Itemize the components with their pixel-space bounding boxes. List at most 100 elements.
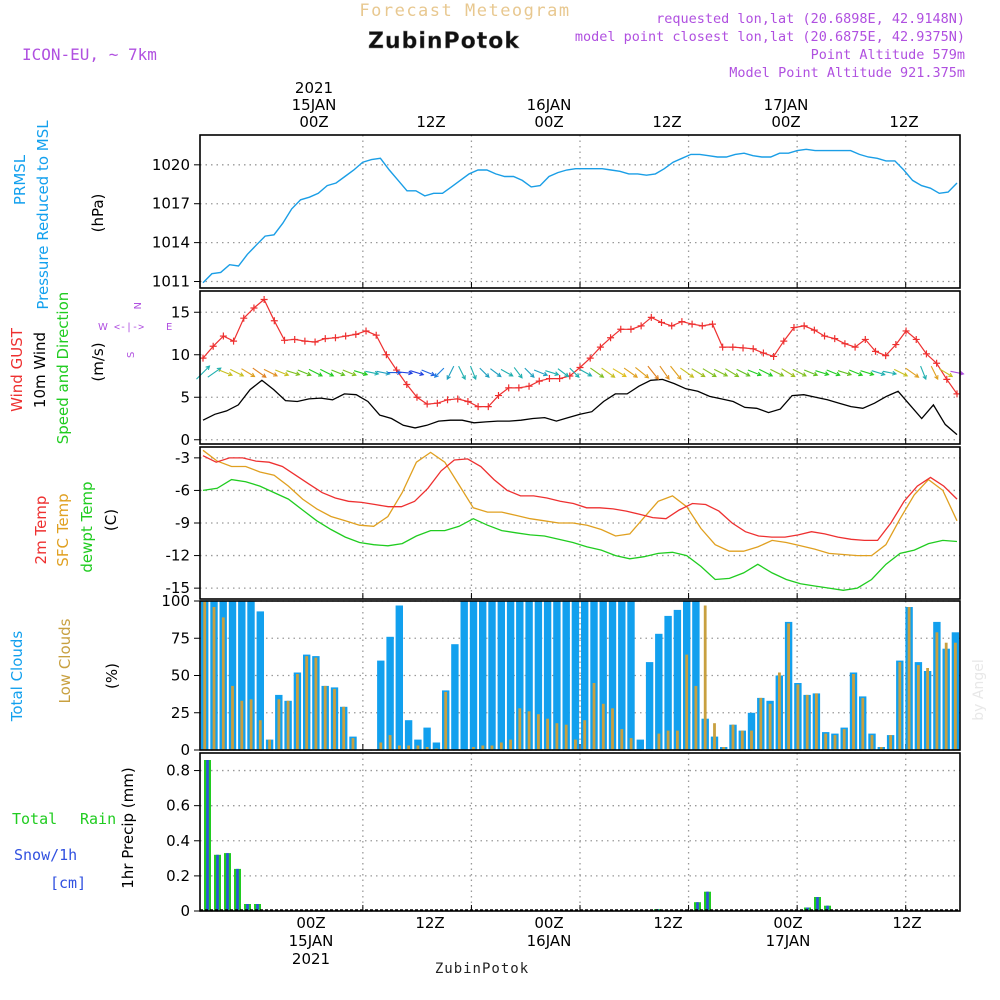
wind-direction-arrow (365, 370, 380, 376)
temp-unit: (C) (102, 509, 120, 531)
total-cloud-bar (673, 609, 682, 750)
wind-gust-marker (260, 296, 268, 303)
wind-gust-marker (851, 343, 859, 351)
wind-direction-arrow (758, 368, 774, 377)
wind-gust-marker (749, 345, 757, 353)
compass-west-label: W (98, 322, 108, 333)
wind-gust-marker (372, 331, 380, 339)
total-cloud-bar (497, 601, 505, 750)
precip-panel-border (199, 752, 961, 912)
compass-north-label: N (131, 302, 142, 309)
wind-direction-arrow (781, 368, 796, 378)
wind-direction-arrow (670, 365, 682, 380)
precip-unit: 1hr Precip (mm) (119, 767, 137, 888)
low-cloud-bar (509, 739, 512, 750)
wind-direction-arrow (446, 365, 455, 381)
low-cloud-bar (954, 642, 957, 750)
total-cloud-bar (506, 601, 515, 750)
low-cloud-bar (407, 745, 410, 750)
snow-bar (246, 904, 249, 911)
top-axis-date: 15JAN (292, 96, 337, 114)
compass-east-label: E (166, 322, 172, 333)
wind-direction-arrow (803, 369, 819, 377)
low-cloud-bar (277, 699, 281, 750)
wind-gust-marker (831, 335, 839, 343)
wind-gust-marker (382, 351, 390, 359)
low-cloud-bar (249, 699, 253, 750)
low-cloud-bar (778, 672, 781, 750)
y-tick-label: 10 (171, 346, 190, 364)
total-cloud-bar (608, 601, 617, 750)
total-cloud-bar (645, 662, 654, 750)
total-cloud-bar (664, 615, 672, 750)
low-cloud-bar (305, 656, 309, 750)
low-cloud-bar (351, 738, 355, 750)
meteogram-subtitle: Forecast Meteogram (359, 1, 570, 21)
wind-direction-arrow (286, 370, 301, 376)
wind-gust-marker (464, 398, 472, 405)
total-cloud-bar (469, 601, 478, 750)
wind-gust-marker (209, 342, 217, 350)
clouds-panel-border (199, 600, 961, 751)
total-cloud-bar (451, 644, 459, 750)
wind-direction-arrow (680, 367, 695, 378)
wind-direction-arrow (579, 368, 593, 377)
low-cloud-bar (527, 711, 531, 750)
low-cloud-bar (935, 632, 939, 750)
model-altitude: Model Point Altitude 921.375m (729, 65, 965, 81)
low-cloud-bar (824, 733, 828, 750)
snow-bar (216, 854, 219, 911)
wind-gust-marker (270, 317, 278, 325)
low-clouds-label: Low Clouds (56, 618, 74, 703)
wind-direction-arrow (353, 370, 369, 376)
wind-direction-arrow (905, 367, 920, 378)
total-cloud-bar (377, 660, 385, 750)
bottom-axis-time: 00Z (534, 914, 563, 932)
wind-gust-marker (647, 313, 655, 321)
wind-direction-arrow (713, 368, 729, 377)
low-cloud-bar (333, 688, 336, 750)
low-cloud-bar (286, 700, 290, 750)
total-cloud-bar (414, 739, 422, 750)
total-cloud-bar (692, 601, 700, 750)
total-cloud-bar (395, 605, 403, 750)
snow-bar (826, 905, 829, 911)
y-tick-label: 75 (171, 629, 190, 647)
precip-panel: 0 0.2 0.4 0.6 0.8 (166, 752, 961, 920)
y-tick-label: -3 (175, 449, 190, 467)
total-cloud-bar (590, 601, 598, 750)
low-cloud-bar (833, 735, 837, 750)
location-title: ZubinPotok (368, 29, 520, 54)
total-cloud-bar (247, 601, 255, 750)
wind-direction-arrow (399, 370, 414, 376)
wind-gust-marker (719, 343, 727, 351)
wind-direction-arrow (647, 365, 659, 380)
low-cloud-bar (917, 665, 920, 750)
wind-gust-marker (658, 318, 666, 326)
wind-gust-marker (423, 400, 431, 408)
clouds-unit: (%) (103, 663, 121, 689)
low-cloud-bar (574, 739, 577, 750)
wind-gust-marker (892, 341, 900, 349)
pressure-label-long: Pressure Reduced to MSL (34, 120, 52, 310)
low-cloud-bar (796, 684, 800, 750)
wind-direction-arrow (500, 368, 514, 377)
wind-direction-arrow (524, 367, 535, 379)
wind-direction-arrow (612, 368, 627, 378)
wind-gust-marker (708, 320, 716, 328)
wind-direction-arrow (747, 369, 762, 377)
low-cloud-bar (870, 735, 874, 750)
low-cloud-bar (842, 729, 846, 750)
low-cloud-bar (805, 694, 809, 750)
low-cloud-bar (342, 706, 346, 750)
low-cloud-bar (907, 607, 911, 750)
wind-direction-arrow (263, 368, 279, 377)
wind-gust-marker (922, 350, 930, 358)
wind-gust-marker (596, 343, 604, 351)
low-cloud-bar (583, 720, 587, 750)
low-cloud-bar (676, 730, 679, 750)
wind-direction-arrow (837, 370, 853, 376)
wind-direction-arrow (557, 368, 570, 378)
wind-direction-arrow (792, 368, 807, 377)
wind-gust-marker (515, 384, 523, 392)
